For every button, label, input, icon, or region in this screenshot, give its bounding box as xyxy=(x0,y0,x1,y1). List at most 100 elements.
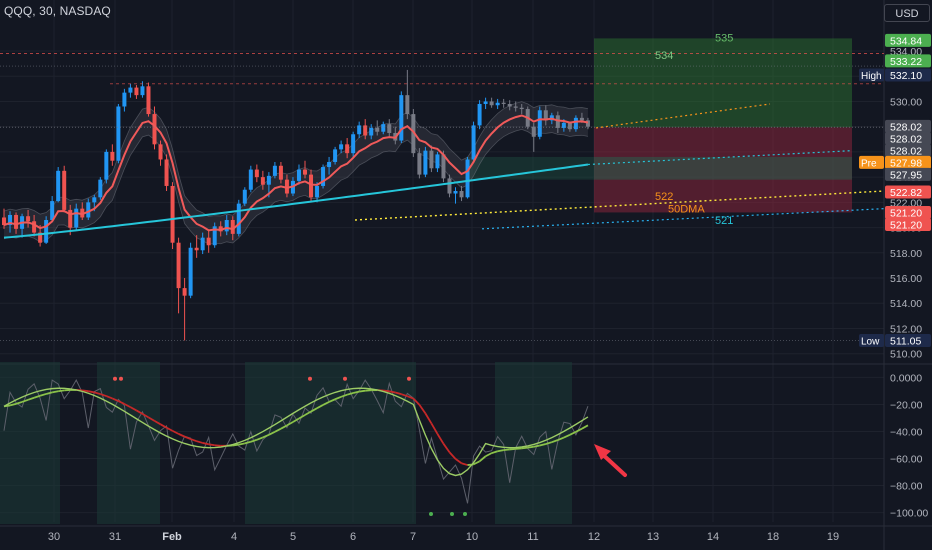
candle xyxy=(531,122,536,152)
price-tag-box xyxy=(885,167,931,181)
candle xyxy=(363,119,368,140)
candle-body xyxy=(74,208,79,228)
candle xyxy=(104,149,109,184)
candle-body xyxy=(531,126,536,137)
symbol-title[interactable]: QQQ, 30, NASDAQ xyxy=(4,4,111,18)
osc-signal-segment xyxy=(232,443,239,447)
candle-body xyxy=(206,237,211,246)
osc-signal-segment xyxy=(88,390,95,394)
candle xyxy=(477,100,482,130)
session-shade xyxy=(245,362,416,524)
candle-body xyxy=(86,202,91,218)
candle-body xyxy=(128,87,133,93)
candle xyxy=(86,198,91,221)
candle-body xyxy=(218,226,223,232)
time-tick-label: 5 xyxy=(290,531,296,543)
candle xyxy=(405,69,410,120)
price-tag: 528.02 xyxy=(885,143,931,157)
osc-signal-segment xyxy=(322,401,330,406)
candle-body xyxy=(399,95,404,141)
candle xyxy=(345,138,350,159)
candle-body xyxy=(62,170,67,210)
currency-button[interactable]: USD xyxy=(884,4,930,22)
stop-zone xyxy=(594,127,852,213)
osc-signal-segment xyxy=(533,444,540,448)
osc-signal-segment xyxy=(9,402,17,407)
osc-signal-segment xyxy=(401,393,408,398)
price-tag-box xyxy=(885,155,931,169)
osc-signal-segment xyxy=(461,462,468,466)
candle-body xyxy=(284,179,289,194)
candle xyxy=(495,98,500,110)
osc-signal-segment xyxy=(154,420,161,426)
candle xyxy=(44,216,49,244)
candle xyxy=(236,199,241,237)
candle xyxy=(459,185,464,202)
time-tick-label: 30 xyxy=(48,531,60,543)
candle xyxy=(224,214,229,236)
time-tick-label: 10 xyxy=(466,531,478,543)
price-tag-value: 533.22 xyxy=(890,56,922,68)
candle xyxy=(122,88,127,112)
support-label: 521 xyxy=(715,215,733,227)
osc-signal-segment xyxy=(262,433,270,439)
osc-signal-segment xyxy=(485,452,493,458)
candle xyxy=(146,82,151,117)
osc-signal-segment xyxy=(479,455,487,463)
candle xyxy=(260,170,265,190)
osc-signal-segment xyxy=(21,398,29,403)
candle xyxy=(435,151,440,173)
candle-body xyxy=(405,95,410,115)
candle xyxy=(248,165,253,193)
candle-body xyxy=(110,151,115,161)
candle-body xyxy=(38,232,43,243)
price-tag: 511.05 Low xyxy=(859,333,931,347)
stop-label: 522 xyxy=(655,191,673,203)
time-tick-label: 6 xyxy=(350,531,356,543)
candle xyxy=(26,209,31,228)
price-tag-box xyxy=(885,185,931,199)
osc-signal-segment xyxy=(129,406,137,412)
osc-signal-segment xyxy=(184,435,191,440)
osc-signal-segment xyxy=(352,390,360,394)
candle-body xyxy=(152,114,157,145)
candle xyxy=(134,85,139,99)
candle xyxy=(218,221,223,237)
osc-signal-segment xyxy=(509,447,516,451)
osc-signal-segment xyxy=(202,442,209,446)
candle-body xyxy=(327,161,332,168)
osc-signal-segment xyxy=(135,409,143,415)
candle-body xyxy=(345,144,350,154)
price-tick-label: 512.00 xyxy=(890,323,922,335)
candle-body xyxy=(567,122,572,130)
price-tick-label: 516.00 xyxy=(890,273,922,285)
candle-body xyxy=(537,110,542,137)
osc-signal-segment xyxy=(123,403,131,408)
candle-body xyxy=(272,165,277,176)
candle xyxy=(158,140,163,166)
price-tag: 533.22 xyxy=(885,54,931,68)
candle xyxy=(417,148,422,179)
candle xyxy=(507,100,512,111)
candle-body xyxy=(278,165,283,180)
time-tick-label: Feb xyxy=(162,531,182,543)
candle xyxy=(152,106,157,150)
osc-tick-label: 0.0000 xyxy=(890,372,922,384)
candle-body xyxy=(26,216,31,222)
osc-signal-segment xyxy=(473,460,480,466)
osc-tick-label: −40.00 xyxy=(890,426,923,438)
candle-body xyxy=(339,144,344,150)
price-tag-value: 522.82 xyxy=(890,187,922,199)
session-shade xyxy=(97,362,160,524)
candle xyxy=(513,101,518,112)
candle-body xyxy=(465,159,470,198)
osc-signal-segment xyxy=(539,443,547,447)
candle xyxy=(333,146,338,165)
candle-body xyxy=(417,153,422,175)
osc-signal-segment xyxy=(412,397,421,406)
price-tag-value: 534.84 xyxy=(890,35,922,47)
osc-signal-segment xyxy=(51,390,59,394)
arrow-head xyxy=(594,444,611,460)
candle-body xyxy=(236,203,241,234)
